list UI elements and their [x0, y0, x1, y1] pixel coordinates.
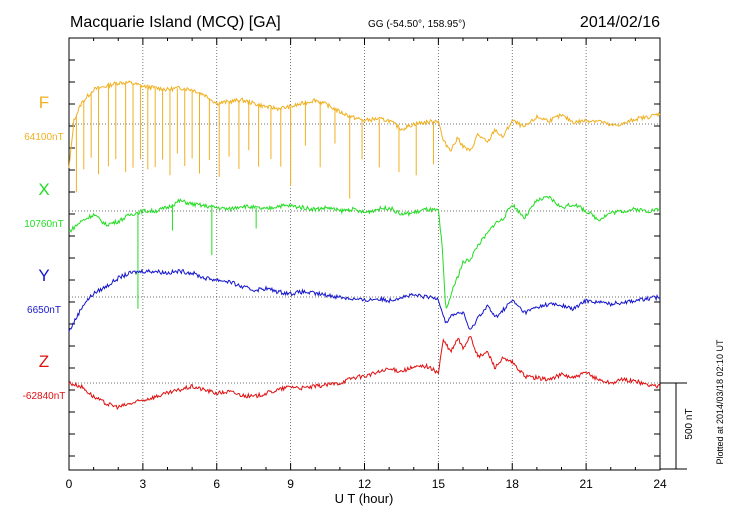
x-tick-label-12: 12: [358, 477, 372, 491]
scale-bar-label: 500 nT: [684, 408, 695, 439]
f-component-label: F: [39, 93, 49, 112]
x-axis-label: U T (hour): [335, 491, 394, 506]
x-tick-label-15: 15: [432, 477, 446, 491]
component-labels: F 64100nT X 10760nT Y 6650nT Z -62840nT: [23, 93, 66, 402]
x-tick-label-9: 9: [287, 477, 294, 491]
f-baseline-value: 64100nT: [24, 132, 63, 143]
x-trace: [68, 195, 661, 310]
y-trace: [68, 268, 661, 332]
x-tick-label-0: 0: [66, 477, 73, 491]
station-title: Macquarie Island (MCQ) [GA]: [70, 14, 281, 31]
date-label: 2014/02/16: [580, 14, 660, 31]
x-tick-label-24: 24: [653, 477, 667, 491]
x-component-label: X: [38, 180, 49, 199]
z-trace: [68, 336, 661, 410]
x-tick-label-21: 21: [579, 477, 593, 491]
x-tick-labels: 0 3 6 9 12 15 18 21 24: [66, 477, 667, 491]
x-baseline-value: 10760nT: [24, 219, 63, 230]
z-component-label: Z: [39, 352, 49, 371]
y-baseline-value: 6650nT: [27, 305, 61, 316]
traces: [68, 80, 661, 410]
axis-ticks: [68, 38, 661, 470]
z-baseline-value: -62840nT: [23, 391, 66, 402]
x-tick-label-6: 6: [213, 477, 220, 491]
x-tick-label-3: 3: [140, 477, 147, 491]
y-component-label: Y: [38, 266, 49, 285]
plotted-timestamp: Plotted at 2014/03/18 02:10 UT: [715, 339, 725, 465]
scale-bar: [660, 382, 687, 470]
baselines: [69, 123, 660, 384]
f-trace: [68, 80, 661, 168]
coordinates-label: GG (-54.50°, 158.95°): [368, 19, 466, 30]
x-tick-label-18: 18: [506, 477, 520, 491]
